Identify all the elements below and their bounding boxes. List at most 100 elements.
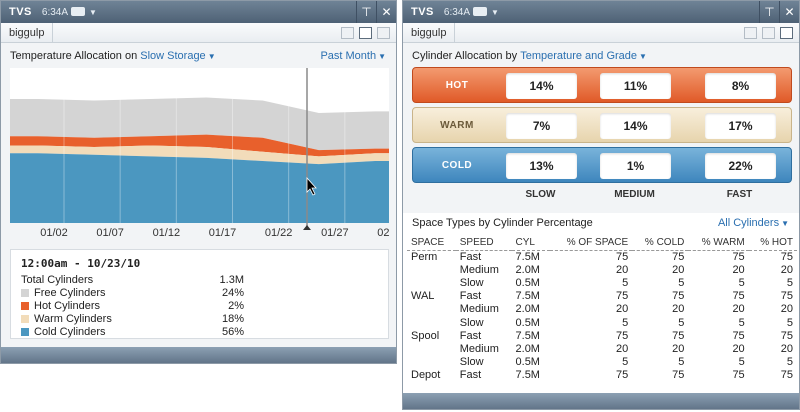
area-view-icon[interactable] [762,27,775,39]
table-cell: 7.5M [515,329,540,342]
table-cell: 75 [615,369,629,382]
table-cell [407,263,456,276]
close-button[interactable]: ✕ [779,1,799,23]
time-cursor-handle-icon[interactable] [303,225,311,230]
close-button[interactable]: ✕ [376,1,396,23]
cylinder-filter-dropdown[interactable]: All Cylinders ▼ [717,217,789,229]
hot-medium-cell[interactable]: 11% [600,73,671,99]
legend-total-label: Total Cylinders [21,273,94,286]
table-cell: 7.5M [515,250,540,263]
legend-label: Free Cylinders [34,286,106,299]
area-free-cylinders[interactable] [10,97,389,151]
chevron-down-icon[interactable]: ▼ [491,7,499,17]
cold-slow-cell[interactable]: 13% [506,153,577,179]
cold-medium-cell[interactable]: 1% [600,153,671,179]
area-cold-cylinders[interactable] [10,153,389,223]
table-cell: 75 [672,290,685,303]
column-header[interactable]: SPEED [455,235,512,251]
pin-button[interactable]: ⊤ [356,1,376,23]
area-hot-cylinders[interactable] [10,134,389,157]
legend-value: 56% [221,325,244,338]
column-header[interactable]: SPACE [407,235,456,251]
storage-dropdown[interactable]: Slow Storage ▼ [140,50,216,62]
keyboard-icon [71,7,86,17]
table-row: Medium 2.0M 20 20 20 20 [407,342,797,355]
grade-medium: MEDIUM [614,189,655,200]
table-row: Spool Fast 7.5M 75 75 75 75 [407,329,797,342]
legend-swatch [21,301,29,310]
table-cell: 75 [732,369,745,382]
table-cell: 20 [780,303,793,316]
cold-row: COLD 13% 1% 22% [412,147,792,183]
warm-medium-cell[interactable]: 14% [600,113,671,139]
legend-value: 18% [221,312,244,325]
table-cell: 5 [678,316,685,329]
legend-item: Free Cylinders 24% [21,286,378,299]
mouse-pointer-icon [306,176,317,196]
pin-icon: ⊤ [361,5,372,19]
table-cell: 5 [786,276,793,289]
clock: 6:34A ▼ [41,6,97,18]
dimension-dropdown[interactable]: Temperature and Grade ▼ [520,50,647,62]
table-cell: 5 [786,316,793,329]
x-tick-label: 01/07 [96,227,124,239]
grid-view-icon[interactable] [780,27,793,39]
x-tick-label: 02/02 [377,227,389,239]
table-cell: 75 [732,250,745,263]
bar-view-icon[interactable] [341,27,354,39]
table-cell: 20 [672,263,685,276]
column-header[interactable]: % OF SPACE [549,235,633,251]
hot-fast-cell[interactable]: 8% [705,73,776,99]
legend-item: Hot Cylinders 2% [21,299,378,312]
pin-button[interactable]: ⊤ [759,1,779,23]
temperature-area-chart[interactable]: 01/02 01/07 01/12 01/17 01/22 01/27 02/02 [10,68,389,241]
column-header[interactable]: % COLD [632,235,689,251]
legend-total-value: 1.3M [219,273,244,286]
table-cell: 5 [738,276,745,289]
right-subbar: biggulp [403,22,799,43]
table-cell: Fast [459,369,482,382]
column-header[interactable]: % WARM [688,235,749,251]
host-tab[interactable]: biggulp [403,22,456,43]
chevron-down-icon[interactable]: ▼ [89,7,97,17]
area-warm-cylinders[interactable] [10,145,389,165]
table-cell: Medium [459,342,499,355]
table-cell: Medium [459,263,499,276]
grid-view-icon[interactable] [377,27,390,39]
space-types-title: Space Types by Cylinder Percentage [412,217,593,229]
table-cell: 75 [780,369,793,382]
table-cell: 2.0M [515,342,540,355]
host-tab[interactable]: biggulp [1,22,54,43]
table-cell: 20 [732,303,745,316]
warm-fast-cell[interactable]: 17% [705,113,776,139]
column-header[interactable]: % HOT [748,235,797,251]
column-header[interactable]: CYL [511,235,550,251]
bar-view-icon[interactable] [744,27,757,39]
left-footer [1,347,396,363]
grade-slow: SLOW [525,189,556,200]
table-cell: 20 [780,263,793,276]
warm-slow-cell[interactable]: 7% [506,113,577,139]
cold-fast-cell[interactable]: 22% [705,153,776,179]
chevron-down-icon: ▼ [378,52,386,61]
table-cell: Slow [459,276,484,289]
legend-total: Total Cylinders 1.3M [21,273,378,286]
legend-range: 12:00am - 10/23/10 [21,257,141,270]
temperature-allocation-widget: TVS 6:34A ▼ ⊤ ✕ biggulp Temperature Alloc… [0,0,397,364]
table-cell: 20 [780,342,793,355]
clock: 6:34A ▼ [443,6,499,18]
table-row: Depot Fast 7.5M 75 75 75 75 [407,369,797,382]
area-view-icon[interactable] [359,27,372,39]
left-subbar: biggulp [1,22,396,43]
hot-slow-cell[interactable]: 14% [506,73,577,99]
table-cell: 0.5M [515,316,540,329]
table-cell [407,342,456,355]
space-types-header: Space Types by Cylinder Percentage All C… [403,213,799,233]
table-cell: 20 [732,342,745,355]
table-cell: Fast [459,290,482,303]
period-dropdown[interactable]: Past Month ▼ [320,50,386,62]
table-row: Perm Fast 7.5M 75 75 75 75 [407,250,797,263]
right-titlebar: TVS 6:34A ▼ ⊤ ✕ [403,1,799,23]
table-cell: 20 [672,303,685,316]
table-cell: Slow [459,316,484,329]
